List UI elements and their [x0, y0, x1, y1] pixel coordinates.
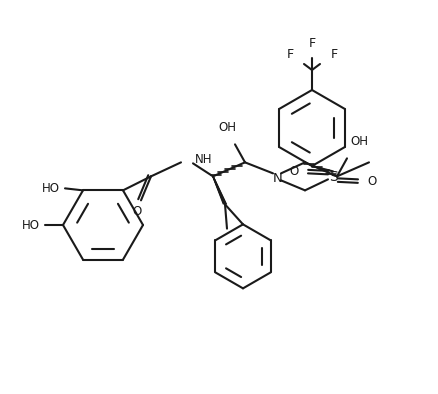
Text: F: F [308, 37, 315, 50]
Text: F: F [286, 48, 293, 61]
Text: N: N [273, 172, 283, 185]
Text: OH: OH [350, 135, 368, 148]
Text: NH: NH [195, 153, 212, 166]
Text: O: O [132, 205, 141, 218]
Text: S: S [330, 170, 339, 184]
Text: OH: OH [218, 121, 236, 134]
Text: HO: HO [22, 219, 40, 232]
Text: HO: HO [42, 182, 60, 195]
Text: O: O [290, 165, 299, 178]
Text: O: O [367, 175, 377, 188]
Text: F: F [330, 48, 338, 61]
